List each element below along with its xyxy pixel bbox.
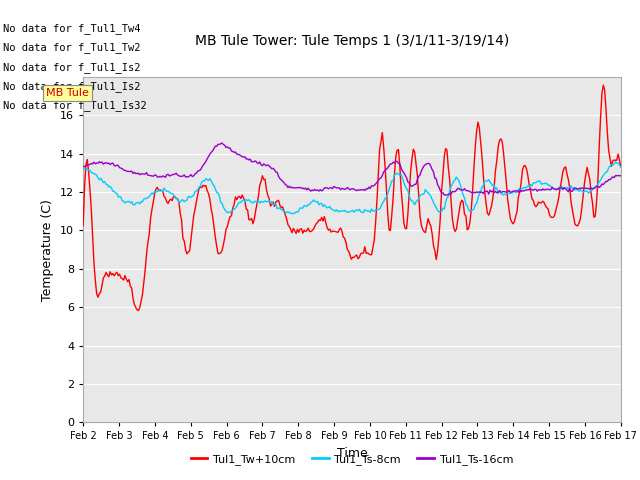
X-axis label: Time: Time: [337, 447, 367, 460]
Text: No data for f_Tul1_Is2: No data for f_Tul1_Is2: [3, 61, 141, 72]
Text: MB Tule: MB Tule: [46, 88, 89, 98]
Text: MB Tule Tower: Tule Temps 1 (3/1/11-3/19/14): MB Tule Tower: Tule Temps 1 (3/1/11-3/19…: [195, 34, 509, 48]
Text: No data for f_Tul1_Is2: No data for f_Tul1_Is2: [3, 81, 141, 92]
Text: No data for f_Tul1_Is32: No data for f_Tul1_Is32: [3, 100, 147, 111]
Legend: Tul1_Tw+10cm, Tul1_Ts-8cm, Tul1_Ts-16cm: Tul1_Tw+10cm, Tul1_Ts-8cm, Tul1_Ts-16cm: [186, 450, 518, 469]
Text: No data for f_Tul1_Tw4: No data for f_Tul1_Tw4: [3, 23, 141, 34]
Y-axis label: Temperature (C): Temperature (C): [42, 199, 54, 300]
Text: No data for f_Tul1_Tw2: No data for f_Tul1_Tw2: [3, 42, 141, 53]
